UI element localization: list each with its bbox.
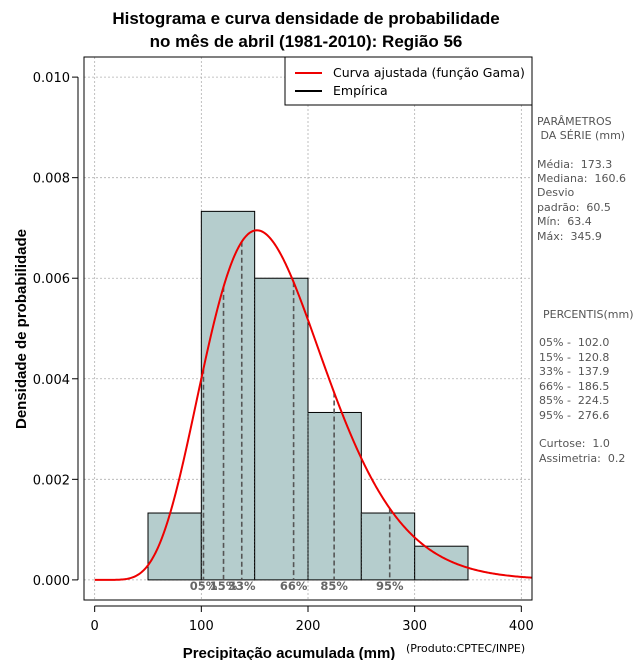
legend-label-gamma: Curva ajustada (função Gama) (333, 65, 525, 80)
percentile-label-15%: 15% (210, 579, 238, 593)
chart-title-line-2: no mês de abril (1981-2010): Região 56 (150, 32, 463, 51)
legend-label-empirica: Empírica (333, 83, 388, 98)
x-tick-label-3: 300 (402, 619, 427, 634)
percentile-labels: 05%15%33% 66% 85% 95% (190, 579, 404, 593)
param-mean: Média: 173.3 (537, 158, 612, 171)
percentile-label-66%: 66% (280, 579, 308, 593)
histogram-bar-2 (254, 277, 309, 581)
percentile-label-33%: 33% (228, 579, 256, 593)
stat-assimetria: Assimetria: 0.2 (539, 452, 625, 465)
gamma-curve-layer (94, 229, 533, 581)
percentile-label-05%: 05% (190, 579, 218, 593)
param-min: Mín: 63.4 (537, 215, 592, 228)
percentile-lines (202, 241, 391, 580)
histogram-bar-1 (200, 210, 256, 581)
legend-box (284, 56, 533, 106)
percentile-label-85%: 85% (320, 579, 348, 593)
param-median: Mediana: 160.6 (537, 172, 626, 185)
y-axis-label: Densidade de probabilidade (13, 229, 30, 429)
histogram-bar-5 (414, 545, 469, 581)
x-tick-label-0: 0 (91, 619, 99, 634)
param-desvio: Desvio (537, 186, 575, 199)
histogram-bar-4 (360, 512, 416, 581)
legend: Curva ajustada (função Gama) Empírica (284, 56, 533, 106)
percentil-15: 15% - 120.8 (539, 351, 609, 364)
percentil-66: 66% - 186.5 (539, 380, 609, 393)
params-header-1: PARÂMETROS (537, 115, 612, 128)
x-tick-label-2: 200 (296, 619, 321, 634)
stat-curtose: Curtose: 1.0 (539, 437, 610, 450)
percentil-05: 05% - 102.0 (539, 336, 609, 349)
x-axis-label: Precipitação acumulada (mm) (183, 645, 396, 660)
param-padrao: padrão: 60.5 (537, 201, 611, 214)
x-axis: 0 100 200 300 400 (91, 605, 534, 634)
y-tick-label-4: 0.008 (33, 172, 70, 187)
y-tick-label-3: 0.006 (33, 272, 70, 287)
side-panel: PARÂMETROS DA SÉRIE (mm) Média: 173.3 Me… (537, 115, 634, 465)
percentil-85: 85% - 224.5 (539, 394, 609, 407)
chart-title-line-1: Histograma e curva densidade de probabil… (112, 9, 499, 28)
percentile-label-95%: 95% (376, 579, 404, 593)
gamma-curve (94, 229, 533, 581)
x-tick-label-1: 100 (189, 619, 214, 634)
y-tick-label-2: 0.004 (33, 373, 70, 388)
y-tick-label-1: 0.002 (33, 473, 70, 488)
product-credit: (Produto:CPTEC/INPE) (406, 642, 525, 655)
histogram-bar-0 (147, 512, 202, 581)
percentil-95: 95% - 276.6 (539, 409, 609, 422)
param-max: Máx: 345.9 (537, 230, 602, 243)
y-axis: 0.000 0.002 0.004 0.006 0.008 0.010 (33, 71, 79, 589)
params-header-2: DA SÉRIE (mm) (537, 129, 625, 142)
percentil-33: 33% - 137.9 (539, 365, 609, 378)
x-tick-label-4: 400 (509, 619, 534, 634)
y-tick-label-0: 0.000 (33, 574, 70, 589)
y-tick-label-5: 0.010 (33, 71, 70, 86)
percentis-header: PERCENTIS(mm) (543, 308, 634, 321)
